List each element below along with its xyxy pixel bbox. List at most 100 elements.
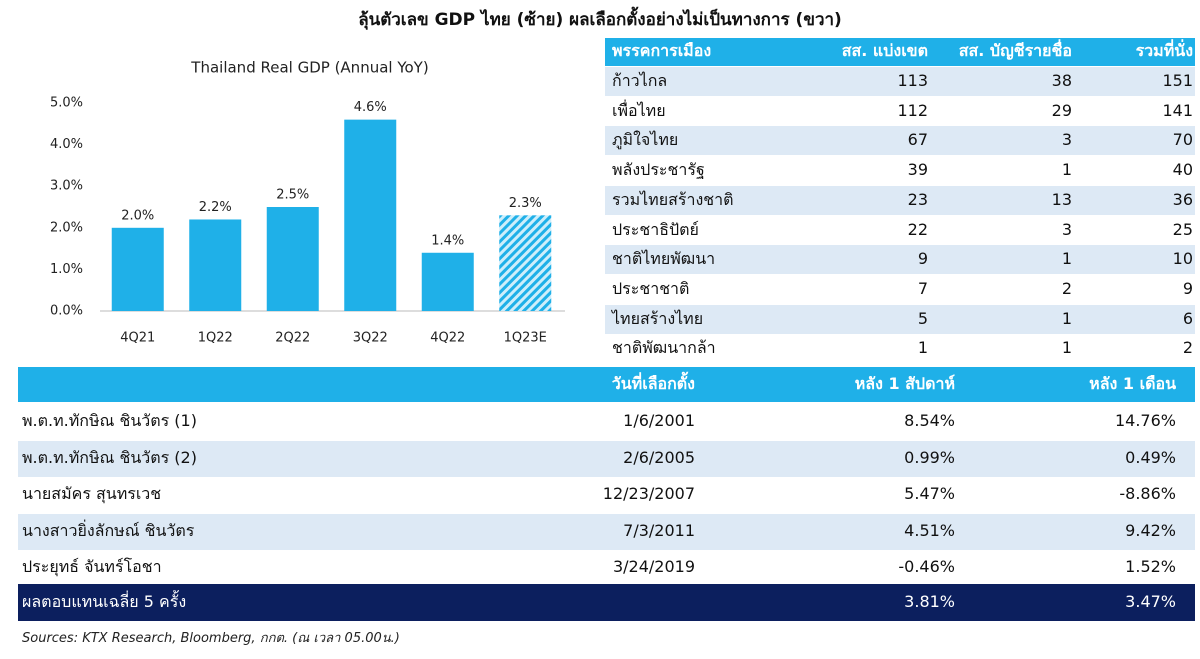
table-cell: ชาติพัฒนากล้า bbox=[612, 338, 716, 358]
header-cell: สส. แบ่งเขต bbox=[841, 41, 928, 60]
table-cell: 1/6/2001 bbox=[623, 411, 695, 430]
table-row: ประยุทธ์ จันทร์โอชา 3/24/2019 -0.46% 1.52% bbox=[18, 550, 1195, 586]
table-cell: 8.54% bbox=[904, 411, 955, 430]
table-row: พลังประชารัฐ 39 1 40 bbox=[605, 156, 1195, 186]
header-cell: วันที่เลือกตั้ง bbox=[611, 374, 695, 393]
table-cell: 39 bbox=[907, 160, 928, 180]
table-cell: 67 bbox=[907, 130, 928, 150]
table-cell: นางสาวยิ่งลักษณ์ ชินวัตร bbox=[22, 520, 195, 540]
table-cell: 25 bbox=[1172, 219, 1193, 239]
header-cell: สส. บัญชีรายชื่อ bbox=[958, 41, 1072, 60]
table-row: พ.ต.ท.ทักษิณ ชินวัตร (1) 1/6/2001 8.54% 14.… bbox=[18, 404, 1195, 440]
table-cell: 2 bbox=[1182, 338, 1193, 358]
data-label: 2.2% bbox=[199, 200, 232, 215]
party-table: พรรคการเมือง สส. แบ่งเขต สส. บัญชีรายชื่อ ร… bbox=[605, 38, 1195, 364]
table-cell: 36 bbox=[1172, 189, 1193, 209]
table-cell: ไทยสร้างไทย bbox=[612, 308, 704, 328]
table-cell: 1 bbox=[1061, 160, 1072, 180]
y-tick-label: 5.0% bbox=[50, 96, 83, 111]
table-cell: ภูมิใจไทย bbox=[612, 130, 679, 150]
table-cell: 2/6/2005 bbox=[623, 447, 695, 467]
table-cell: 1 bbox=[1061, 338, 1072, 358]
table-cell: 151 bbox=[1162, 71, 1193, 90]
table-row: ประชาชาติ 7 2 9 bbox=[605, 274, 1195, 304]
source-note: Sources: KTX Research, Bloomberg, กกต. (… bbox=[22, 631, 400, 646]
table-cell: 0.49% bbox=[1125, 447, 1176, 467]
table-row: ภูมิใจไทย 67 3 70 bbox=[605, 126, 1195, 156]
table-row: ประชาธิปัตย์ 22 3 25 bbox=[605, 215, 1195, 245]
table-cell: 70 bbox=[1172, 130, 1193, 150]
table-cell: พ.ต.ท.ทักษิณ ชินวัตร (1) bbox=[22, 411, 197, 430]
table-cell: 9.42% bbox=[1125, 520, 1176, 540]
y-tick-label: 2.0% bbox=[50, 220, 83, 235]
bar bbox=[421, 252, 474, 311]
table-cell: -8.86% bbox=[1119, 484, 1176, 503]
table-cell: 5.47% bbox=[904, 484, 955, 503]
table-cell: 1.52% bbox=[1125, 557, 1176, 576]
data-label: 4.6% bbox=[354, 100, 387, 115]
table-cell: 38 bbox=[1051, 71, 1072, 90]
summary-cell: 3.47% bbox=[1125, 592, 1176, 611]
table-cell: 112 bbox=[897, 100, 928, 120]
x-tick-label: 2Q22 bbox=[275, 331, 310, 346]
table-cell: 29 bbox=[1051, 100, 1072, 120]
table-cell: 5 bbox=[917, 308, 928, 328]
x-tick-label: 1Q22 bbox=[198, 331, 233, 346]
x-tick-label: 4Q22 bbox=[430, 331, 465, 346]
bar bbox=[344, 119, 397, 311]
x-tick-label: 3Q22 bbox=[353, 331, 388, 346]
table-cell: ประชาชาติ bbox=[612, 278, 690, 298]
table-cell: 141 bbox=[1162, 100, 1193, 120]
table-cell: 7/3/2011 bbox=[623, 520, 695, 540]
table-cell: 23 bbox=[907, 189, 928, 209]
table-cell: พลังประชารัฐ bbox=[612, 160, 705, 180]
table-row: นายสมัคร สุนทรเวช 12/23/2007 5.47% -8.86% bbox=[18, 477, 1195, 513]
table-row: นางสาวยิ่งลักษณ์ ชินวัตร 7/3/2011 4.51% 9.4… bbox=[18, 513, 1195, 550]
header-cell: หลัง 1 เดือน bbox=[1089, 374, 1176, 393]
table-row: รวมไทยสร้างชาติ 23 13 36 bbox=[605, 185, 1195, 215]
y-tick-label: 3.0% bbox=[50, 179, 83, 194]
table-cell: พ.ต.ท.ทักษิณ ชินวัตร (2) bbox=[22, 447, 197, 467]
header-cell: พรรคการเมือง bbox=[612, 41, 712, 60]
y-tick-label: 1.0% bbox=[50, 262, 83, 277]
table-cell: 3/24/2019 bbox=[612, 557, 695, 576]
table-row: ชาติไทยพัฒนา 9 1 10 bbox=[605, 245, 1195, 275]
summary-cell: 3.81% bbox=[904, 592, 955, 611]
table-cell: ประยุทธ์ จันทร์โอชา bbox=[22, 557, 162, 576]
table-cell: เพื่อไทย bbox=[612, 100, 666, 120]
table-cell: 7 bbox=[917, 278, 928, 298]
table-cell: 12/23/2007 bbox=[602, 484, 695, 503]
table-row: ก้าวไกล 113 38 151 bbox=[605, 67, 1195, 96]
table-cell: 13 bbox=[1051, 189, 1072, 209]
table-cell: 10 bbox=[1172, 249, 1193, 269]
table-cell: 113 bbox=[897, 71, 928, 90]
data-label: 2.0% bbox=[121, 208, 154, 223]
summary-row: ผลตอบแทนเฉลี่ย 5 ครั้ง 3.81% 3.47% bbox=[18, 584, 1195, 621]
data-label: 2.5% bbox=[276, 188, 309, 203]
table-cell: 40 bbox=[1172, 160, 1193, 180]
table-cell: 0.99% bbox=[904, 447, 955, 467]
table-cell: ชาติไทยพัฒนา bbox=[612, 249, 716, 269]
chart: Thailand Real GDP (Annual YoY) 0.0% 1.0% 2… bbox=[50, 59, 565, 346]
table-header: วันที่เลือกตั้ง หลัง 1 สัปดาห์ หลัง 1 เดือ… bbox=[18, 367, 1195, 402]
header-cell: รวมที่นั่ง bbox=[1135, 41, 1193, 60]
bar bbox=[189, 219, 242, 311]
table-cell: 1 bbox=[917, 338, 928, 358]
table-cell: 14.76% bbox=[1114, 411, 1176, 430]
table-cell: ประชาธิปัตย์ bbox=[612, 219, 699, 239]
table-cell: 4.51% bbox=[904, 520, 955, 540]
table-row: ชาติพัฒนากล้า 1 1 2 bbox=[605, 334, 1195, 364]
table-cell: -0.46% bbox=[898, 557, 955, 576]
page-title: ลุ้นตัวเลข GDP ไทย (ซ้าย) ผลเลือกตั้งอย่… bbox=[358, 10, 842, 30]
table-row: พ.ต.ท.ทักษิณ ชินวัตร (2) 2/6/2005 0.99% 0.4… bbox=[18, 440, 1195, 477]
table-cell: 9 bbox=[917, 249, 928, 269]
bar bbox=[499, 215, 552, 311]
table-cell: 1 bbox=[1061, 308, 1072, 328]
table-cell: 1 bbox=[1061, 249, 1072, 269]
table-cell: 2 bbox=[1061, 278, 1072, 298]
x-tick-label: 4Q21 bbox=[120, 331, 155, 346]
table-cell: ก้าวไกล bbox=[612, 71, 668, 90]
bar bbox=[266, 207, 319, 311]
y-tick-label: 4.0% bbox=[50, 137, 83, 152]
